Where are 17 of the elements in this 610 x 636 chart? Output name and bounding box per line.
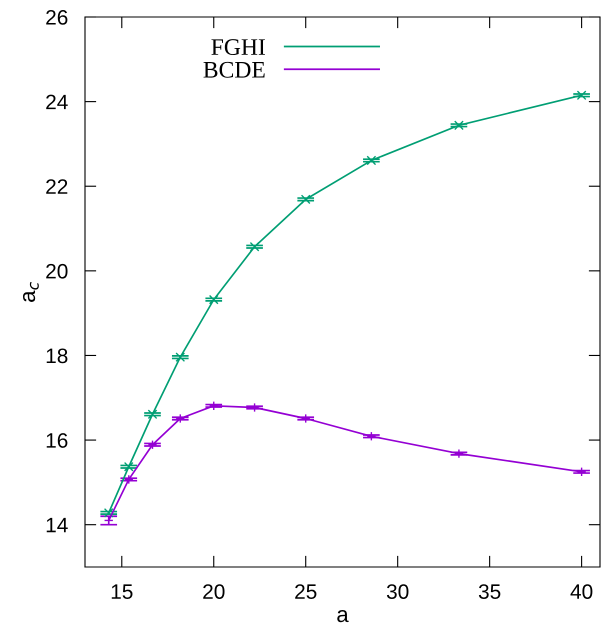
x-tick-label: 20 bbox=[203, 584, 225, 599]
y-axis-title: a$_{c}$ bbox=[22, 282, 39, 302]
x-tick-label: 35 bbox=[478, 584, 500, 599]
y-tick-label: 16 bbox=[46, 433, 68, 448]
x-tick-label: 40 bbox=[570, 584, 592, 599]
y-tick-label: 14 bbox=[46, 518, 68, 532]
x-tick-label: 30 bbox=[386, 584, 408, 599]
y-tick-label: 22 bbox=[46, 179, 68, 194]
legend-label: FGHI bbox=[211, 39, 265, 56]
y-tick-label: 18 bbox=[46, 348, 68, 364]
legend-label: BCDE bbox=[204, 62, 265, 78]
y-tick-label: 26 bbox=[46, 10, 68, 25]
x-tick-label: 25 bbox=[295, 584, 316, 599]
x-axis-title: a bbox=[337, 610, 349, 622]
y-tick-label: 24 bbox=[46, 94, 68, 110]
x-tick-label: 15 bbox=[112, 584, 132, 599]
y-tick-label: 20 bbox=[46, 264, 68, 279]
